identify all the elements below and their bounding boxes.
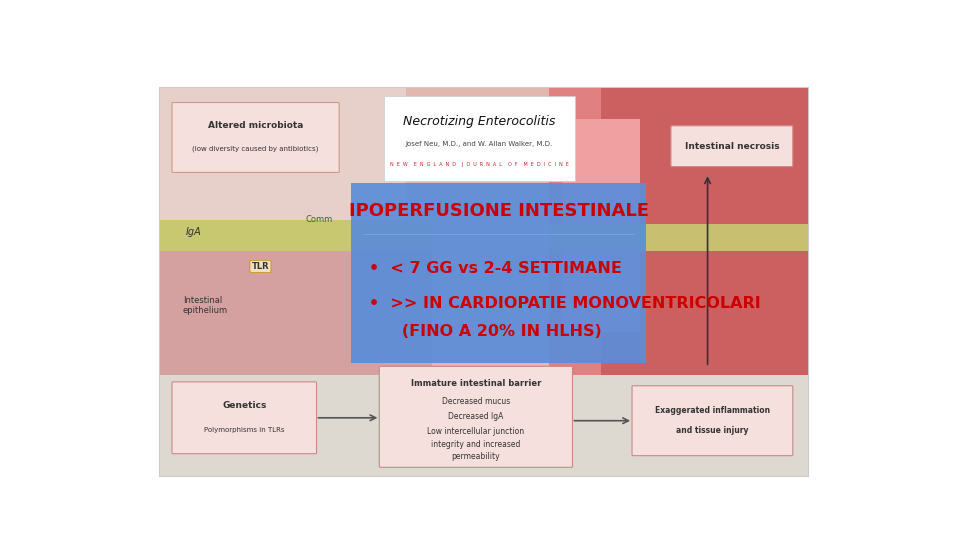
- Text: permeability: permeability: [451, 452, 500, 461]
- FancyBboxPatch shape: [172, 382, 317, 454]
- FancyBboxPatch shape: [536, 88, 808, 476]
- Text: Josef Neu, M.D., and W. Allan Walker, M.D.: Josef Neu, M.D., and W. Allan Walker, M.…: [405, 140, 553, 146]
- Text: N  E  W    E  N  G  L  A  N  D    J  O  U  R  N  A  L    O  F    M  E  D  I  C  : N E W E N G L A N D J O U R N A L O F M …: [390, 161, 568, 166]
- FancyBboxPatch shape: [379, 366, 572, 467]
- FancyBboxPatch shape: [160, 375, 808, 476]
- FancyBboxPatch shape: [632, 386, 793, 456]
- Text: Intestinal
epithelium: Intestinal epithelium: [182, 295, 228, 315]
- FancyBboxPatch shape: [160, 220, 432, 251]
- FancyBboxPatch shape: [160, 88, 808, 476]
- Text: Decreased IgA: Decreased IgA: [448, 413, 504, 421]
- Text: Exaggerated inflammation: Exaggerated inflammation: [655, 406, 770, 415]
- Text: Necrotizing Enterocolitis: Necrotizing Enterocolitis: [403, 115, 555, 128]
- FancyBboxPatch shape: [172, 103, 339, 172]
- Text: and tissue injury: and tissue injury: [676, 427, 749, 435]
- Text: Genetics: Genetics: [222, 401, 267, 410]
- FancyBboxPatch shape: [671, 126, 793, 167]
- FancyBboxPatch shape: [384, 96, 575, 181]
- FancyBboxPatch shape: [351, 183, 646, 363]
- FancyBboxPatch shape: [549, 88, 808, 375]
- Text: Comm: Comm: [305, 215, 332, 225]
- Text: Low intercellular junction: Low intercellular junction: [427, 427, 524, 436]
- Text: Polymorphisms in TLRs: Polymorphisms in TLRs: [204, 427, 284, 433]
- Text: IgA: IgA: [186, 227, 202, 237]
- Text: integrity and increased: integrity and increased: [431, 440, 520, 449]
- Text: (FINO A 20% IN HLHS): (FINO A 20% IN HLHS): [385, 325, 602, 340]
- FancyBboxPatch shape: [160, 88, 432, 476]
- Text: (low diversity caused by antibiotics): (low diversity caused by antibiotics): [192, 146, 319, 152]
- FancyBboxPatch shape: [601, 88, 808, 375]
- Text: Decreased mucus: Decreased mucus: [442, 397, 510, 407]
- Text: IPOPERFUSIONE INTESTINALE: IPOPERFUSIONE INTESTINALE: [348, 202, 649, 220]
- FancyBboxPatch shape: [406, 88, 562, 476]
- Text: Altered microbiota: Altered microbiota: [208, 122, 303, 131]
- FancyBboxPatch shape: [160, 251, 432, 375]
- Text: Immature intestinal barrier: Immature intestinal barrier: [411, 379, 541, 388]
- Text: TLR: TLR: [252, 262, 269, 271]
- Text: •  < 7 GG vs 2-4 SETTIMANE: • < 7 GG vs 2-4 SETTIMANE: [369, 261, 622, 276]
- Text: Intestinal necrosis: Intestinal necrosis: [684, 141, 780, 151]
- FancyBboxPatch shape: [549, 224, 808, 251]
- FancyBboxPatch shape: [562, 119, 639, 333]
- Text: •  >> IN CARDIOPATIE MONOVENTRICOLARI: • >> IN CARDIOPATIE MONOVENTRICOLARI: [369, 295, 760, 310]
